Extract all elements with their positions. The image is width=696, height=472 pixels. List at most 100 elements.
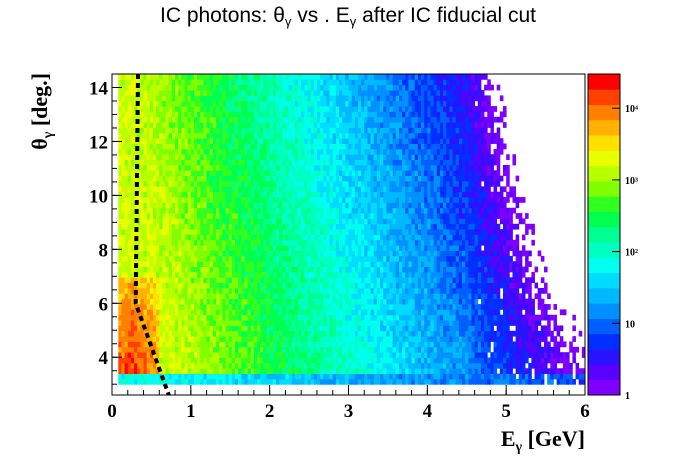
heatmap-cell xyxy=(253,111,258,118)
heatmap-cell xyxy=(335,261,340,267)
heatmap-cell xyxy=(260,79,264,86)
heatmap-cell xyxy=(143,74,148,80)
heatmap-cell xyxy=(178,330,182,337)
heatmap-cell xyxy=(200,239,204,246)
heatmap-cell xyxy=(282,245,286,251)
heatmap-cell xyxy=(329,298,334,305)
heatmap-cell xyxy=(266,261,271,267)
heatmap-cell xyxy=(269,330,274,337)
heatmap-cell xyxy=(285,373,289,380)
heatmap-cell xyxy=(320,288,324,294)
heatmap-cell xyxy=(222,213,226,219)
heatmap-cell xyxy=(146,122,151,128)
heatmap-cell xyxy=(288,266,293,273)
heatmap-cell xyxy=(257,116,261,123)
heatmap-cell xyxy=(335,181,340,187)
heatmap-cell xyxy=(127,170,132,177)
heatmap-cell xyxy=(175,229,179,235)
heatmap-cell xyxy=(181,314,185,321)
heatmap-cell xyxy=(190,245,195,251)
heatmap-cell xyxy=(313,362,318,369)
heatmap-cell xyxy=(209,357,214,364)
heatmap-cell xyxy=(307,271,312,278)
heatmap-cell xyxy=(294,202,299,209)
heatmap-cell xyxy=(241,293,245,300)
heatmap-cell xyxy=(275,186,280,193)
heatmap-cell xyxy=(244,330,248,337)
heatmap-cell xyxy=(190,111,195,118)
heatmap-cell xyxy=(348,191,353,198)
heatmap-cell xyxy=(335,266,340,273)
heatmap-cell xyxy=(156,314,160,321)
heatmap-cell xyxy=(316,90,321,96)
heatmap-cell xyxy=(231,202,236,209)
heatmap-cell xyxy=(121,325,126,332)
heatmap-cell xyxy=(351,90,356,96)
heatmap-cell xyxy=(200,309,204,316)
heatmap-cell xyxy=(348,325,353,332)
heatmap-cell xyxy=(228,111,233,118)
heatmap-cell xyxy=(253,378,258,385)
heatmap-cell xyxy=(250,346,255,353)
heatmap-cell xyxy=(203,218,207,225)
heatmap-cell xyxy=(124,304,129,310)
heatmap-cell xyxy=(234,320,239,326)
heatmap-cell xyxy=(156,84,160,91)
heatmap-cell xyxy=(269,84,274,91)
heatmap-cell xyxy=(320,132,324,139)
heatmap-cell xyxy=(197,373,201,380)
heatmap-cell xyxy=(339,373,343,380)
heatmap-cell xyxy=(383,288,387,294)
heatmap-cell xyxy=(291,207,296,214)
heatmap-cell xyxy=(342,255,346,262)
heatmap-cell xyxy=(165,197,170,203)
heatmap-cell xyxy=(247,352,252,358)
heatmap-cell xyxy=(250,116,255,123)
heatmap-cell xyxy=(301,271,305,278)
heatmap-cell xyxy=(266,100,271,107)
heatmap-cell xyxy=(307,325,312,332)
heatmap-cell xyxy=(257,277,261,284)
heatmap-cell xyxy=(294,106,299,112)
heatmap-cell xyxy=(219,213,223,219)
heatmap-cell xyxy=(244,288,248,294)
heatmap-cell xyxy=(231,127,236,134)
heatmap-cell xyxy=(216,330,220,337)
heatmap-cell xyxy=(326,213,330,219)
heatmap-cell xyxy=(162,186,166,193)
heatmap-cell xyxy=(263,90,267,96)
heatmap-cell xyxy=(187,239,192,246)
heatmap-cell xyxy=(282,357,286,364)
heatmap-cell xyxy=(320,373,324,380)
heatmap-cell xyxy=(171,122,176,128)
heatmap-cell xyxy=(241,138,245,144)
heatmap-cell xyxy=(342,170,346,177)
heatmap-cell xyxy=(354,255,359,262)
heatmap-cell xyxy=(253,271,258,278)
heatmap-cell xyxy=(206,74,211,80)
heatmap-cell xyxy=(367,352,371,358)
heatmap-cell xyxy=(269,202,274,209)
heatmap-cell xyxy=(386,245,390,251)
heatmap-cell xyxy=(143,138,148,144)
heatmap-cell xyxy=(171,138,176,144)
heatmap-cell xyxy=(335,271,340,278)
heatmap-cell xyxy=(260,95,264,102)
heatmap-cell xyxy=(130,261,135,267)
heatmap-cell xyxy=(168,373,173,380)
heatmap-cell xyxy=(206,282,211,289)
heatmap-cell xyxy=(121,239,126,246)
heatmap-cell xyxy=(304,79,308,86)
heatmap-cell xyxy=(288,341,293,348)
heatmap-cell xyxy=(140,191,144,198)
heatmap-cell xyxy=(216,95,220,102)
heatmap-cell xyxy=(171,277,176,284)
heatmap-cell xyxy=(178,143,182,150)
heatmap-cell xyxy=(250,79,255,86)
heatmap-cell xyxy=(187,95,192,102)
heatmap-cell xyxy=(162,341,166,348)
heatmap-cell xyxy=(238,74,242,80)
heatmap-cell xyxy=(241,207,245,214)
heatmap-cell xyxy=(367,186,371,193)
heatmap-cell xyxy=(203,261,207,267)
